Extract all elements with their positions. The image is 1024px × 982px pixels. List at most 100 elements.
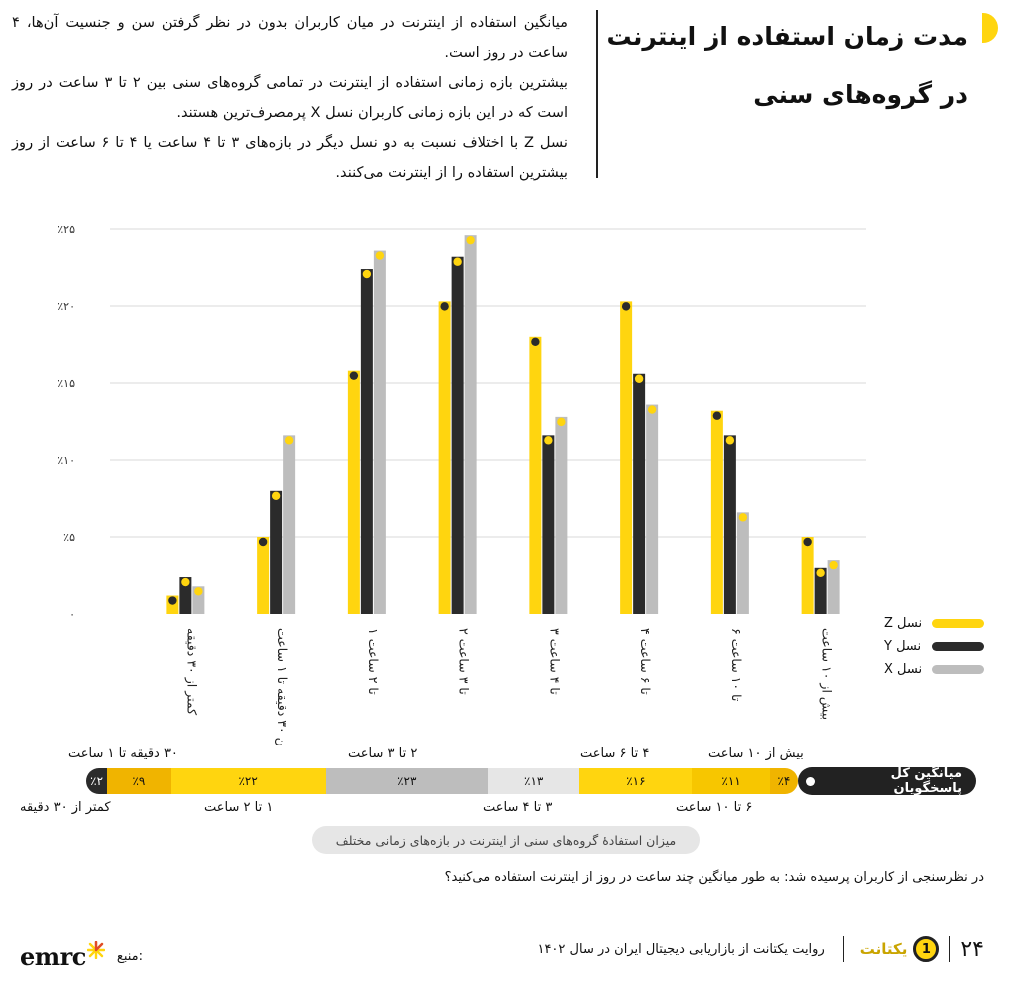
bar-marker <box>816 568 825 577</box>
bar-marker <box>258 537 268 547</box>
bar-marker <box>362 269 372 279</box>
bar <box>814 567 827 614</box>
bar <box>555 416 568 614</box>
legend-label: نسل Z <box>884 616 923 631</box>
bar <box>542 435 555 614</box>
legend-item: نسل Y <box>884 635 984 658</box>
average-bottom-label: ۳ تا ۴ ساعت <box>483 800 553 815</box>
bar <box>438 301 451 614</box>
bar <box>827 560 840 614</box>
average-segment: ٪۲ <box>86 768 108 794</box>
title-accent <box>982 13 998 43</box>
bar-marker <box>453 257 462 266</box>
source-label: منبع: <box>116 949 144 964</box>
average-segment: ٪۱۱ <box>692 768 770 794</box>
footer-divider <box>949 936 951 962</box>
average-segment: ٪۲۳ <box>325 768 488 794</box>
bar <box>270 490 283 614</box>
bar <box>723 435 736 614</box>
bar-marker <box>375 251 385 260</box>
bar <box>373 250 386 614</box>
bar-marker <box>349 371 359 380</box>
bar <box>710 410 723 614</box>
legend-item: نسل X <box>884 658 984 681</box>
bar-marker <box>284 436 294 445</box>
description-paragraph: میانگین استفاده از اینترنت در میان کاربر… <box>12 14 568 61</box>
bar-chart: ۰ ٪۵ ٪۱۰ ٪۱۵ ٪۲۰ ٪۲۵ کمتر از ۳۰ دقیقه بین ۳۰ دق… <box>57 223 866 745</box>
bar <box>179 577 192 614</box>
yektanet-logo-icon: 1 <box>913 936 940 962</box>
bar <box>451 256 464 614</box>
description-paragraph: بیشترین بازه زمانی استفاده از اینترنت در… <box>12 74 568 121</box>
page-title: مدت زمان استفاده از اینترنت در گروه‌های … <box>606 22 968 109</box>
title-divider <box>596 10 598 178</box>
bar-marker <box>725 436 735 445</box>
bar-marker <box>634 374 644 383</box>
bar <box>464 235 477 614</box>
x-tick-label: کمتر از ۳۰ دقیقه <box>183 628 199 715</box>
y-tick-label: ٪۱۵ <box>57 377 75 390</box>
average-top-label: ۴ تا ۶ ساعت <box>580 746 650 761</box>
star-icon <box>86 940 105 959</box>
average-label-pill: میانگین کل پاسخگویان <box>798 766 976 796</box>
bar-marker <box>712 411 722 420</box>
x-tick-label: بین ۳۰ دقیقه تا ۱ ساعت <box>274 628 290 745</box>
average-distribution-bar: ٪۲ ٪۹ ٪۲۲ ٪۲۳ ٪۱۳ ٪۱۶ ٪۱۱ ٪۴ <box>86 768 798 794</box>
bar <box>646 404 659 614</box>
y-tick-label: ٪۲۵ <box>57 223 75 236</box>
emrc-logo: emrc <box>20 942 86 971</box>
survey-question: در نظرسنجی از کاربران پرسیده شد: به طور … <box>444 870 984 885</box>
bar-marker <box>271 491 281 500</box>
average-top-label: بیش از ۱۰ ساعت <box>708 746 804 761</box>
legend: نسل Z نسل Y نسل X <box>884 612 984 681</box>
average-segment: ٪۱۶ <box>579 768 693 794</box>
bar <box>257 537 270 614</box>
bar-marker <box>168 596 177 605</box>
bar-marker <box>647 405 657 414</box>
brand-name: یکتانت <box>859 940 908 958</box>
x-tick-label: ۲ تا ۳ ساعت <box>457 628 472 695</box>
average-segment: ٪۲۲ <box>170 768 326 794</box>
average-label: میانگین کل پاسخگویان <box>890 766 962 796</box>
bar-marker <box>829 560 838 570</box>
legend-item: نسل Z <box>884 612 984 635</box>
average-top-label: ۳۰ دقیقه تا ۱ ساعت <box>68 746 178 761</box>
chart-caption: میزان استفادهٔ گروه‌های سنی از اینترنت د… <box>312 826 700 854</box>
bar-marker <box>803 537 812 547</box>
legend-swatch <box>932 642 984 651</box>
bar-marker <box>194 587 203 596</box>
bar <box>360 269 373 614</box>
bar <box>347 370 360 614</box>
y-tick-label: ٪۵ <box>63 531 75 544</box>
x-tick-label: ۶ تا ۱۰ ساعت <box>729 628 744 702</box>
average-bottom-label: ۱ تا ۲ ساعت <box>204 800 274 815</box>
bar <box>283 435 296 614</box>
bar-marker <box>557 417 566 427</box>
bar-marker <box>531 337 540 346</box>
bar <box>633 373 646 614</box>
report-title: روایت یکتانت از بازاریابی دیجیتال ایران … <box>537 941 825 957</box>
page-number: ۲۴ <box>960 936 984 962</box>
legend-label: نسل Y <box>884 639 922 654</box>
x-tick-label: ۳ تا ۴ ساعت <box>547 628 562 695</box>
legend-label: نسل X <box>884 662 923 677</box>
bar <box>736 512 749 614</box>
bar-marker <box>466 235 475 245</box>
x-tick-label: ۱ تا ۲ ساعت <box>366 628 381 695</box>
x-tick-label: ۴ تا ۶ ساعت <box>638 628 653 695</box>
bar <box>801 537 814 614</box>
average-segment: ٪۹ <box>107 768 171 794</box>
y-tick-label: ٪۱۰ <box>57 454 75 467</box>
legend-swatch <box>932 665 984 674</box>
footer-divider <box>842 936 844 962</box>
x-tick-label: بیش از ۱۰ ساعت <box>819 628 835 720</box>
bar <box>620 301 633 614</box>
description: میانگین استفاده از اینترنت در میان کاربر… <box>12 8 568 188</box>
source: emrc منبع: <box>20 940 144 971</box>
y-tick-label: ٪۲۰ <box>57 300 75 313</box>
y-tick-label: ۰ <box>69 608 75 621</box>
average-segment: ٪۴ <box>769 768 798 794</box>
average-bottom-label: ۶ تا ۱۰ ساعت <box>676 800 753 815</box>
average-bottom-label: کمتر از ۳۰ دقیقه <box>20 800 111 815</box>
bar-marker <box>544 436 553 445</box>
